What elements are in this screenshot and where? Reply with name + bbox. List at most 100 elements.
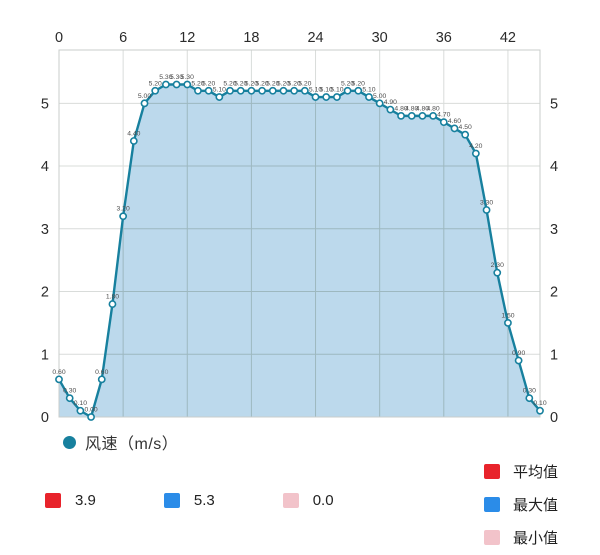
point-label: 5.30 — [181, 74, 194, 81]
point-label: 4.90 — [384, 99, 397, 106]
average-legend-item: 平均值 — [484, 461, 558, 482]
data-point-marker — [290, 86, 299, 95]
point-label: 4.80 — [405, 105, 418, 112]
point-label: 5.10 — [309, 87, 322, 94]
point-label: 5.30 — [159, 74, 172, 81]
point-label: 5.20 — [277, 80, 290, 87]
point-label: 0.90 — [512, 350, 525, 357]
y-axis-tick-label-right: 5 — [550, 96, 558, 112]
point-label: 4.20 — [469, 143, 482, 150]
data-point-marker — [226, 86, 234, 95]
series-legend: 风速（m/s） — [63, 430, 178, 454]
point-label: 4.50 — [459, 124, 472, 131]
point-label: 4.60 — [448, 118, 461, 125]
data-point-marker — [397, 111, 405, 120]
point-label: 0.00 — [84, 407, 97, 414]
point-label: 5.20 — [191, 80, 204, 87]
y-axis-tick-label-right: 1 — [550, 347, 558, 363]
max-value: 5.3 — [193, 492, 215, 509]
data-point-marker — [461, 130, 470, 139]
data-point-marker — [311, 93, 320, 101]
x-axis-tick-label: 6 — [119, 30, 127, 46]
point-label: 5.20 — [245, 80, 258, 87]
data-point-marker — [386, 105, 395, 114]
data-point-marker — [439, 118, 448, 127]
data-point-marker — [97, 375, 106, 384]
point-label: 3.20 — [117, 206, 130, 213]
data-point-marker — [129, 137, 138, 145]
point-label: 1.80 — [106, 294, 119, 301]
max-legend-label: 最大值 — [513, 497, 559, 514]
data-point-marker — [76, 406, 85, 415]
min-value-item: 0.0 — [282, 492, 334, 509]
data-point-marker — [65, 394, 74, 403]
data-point-marker — [151, 86, 160, 95]
data-point-marker — [236, 86, 245, 95]
point-label: 1.50 — [501, 312, 514, 319]
data-point-marker — [514, 356, 523, 365]
point-label: 0.30 — [523, 388, 536, 395]
x-axis-tick-label: 30 — [372, 30, 388, 46]
data-point-marker — [215, 93, 224, 101]
point-label: 0.30 — [63, 388, 76, 395]
y-axis-tick-label-right: 0 — [550, 410, 558, 426]
data-point-marker — [450, 124, 459, 133]
point-label: 5.20 — [298, 80, 311, 87]
average-value-item: 3.9 — [45, 492, 96, 509]
point-label: 5.00 — [373, 93, 386, 100]
data-point-marker — [322, 93, 331, 101]
data-point-marker — [119, 212, 128, 221]
data-point-marker — [536, 406, 544, 415]
data-point-marker — [407, 111, 416, 120]
min-legend-item: 最小值 — [484, 527, 558, 548]
y-axis-tick-label-left: 3 — [41, 222, 49, 238]
data-point-marker — [333, 93, 341, 101]
wind-speed-dot-icon — [63, 435, 76, 449]
point-label: 4.80 — [426, 105, 439, 112]
point-label: 2.30 — [491, 262, 504, 269]
min-legend-label: 最小值 — [513, 530, 559, 547]
data-point-marker — [525, 394, 534, 403]
y-axis-tick-label-left: 0 — [41, 410, 49, 426]
data-point-marker — [504, 318, 512, 327]
point-label: 5.30 — [170, 74, 183, 81]
y-axis-tick-label-right: 3 — [550, 222, 558, 238]
point-label: 4.80 — [416, 105, 429, 112]
data-point-marker — [204, 86, 213, 95]
series-legend-label: 风速（m/s） — [85, 436, 179, 453]
x-axis-tick-label: 36 — [436, 30, 452, 46]
y-axis-tick-label-left: 4 — [41, 159, 49, 175]
data-point-marker — [493, 268, 502, 277]
point-label: 0.10 — [533, 400, 546, 407]
stats-values-row: 3.9 5.3 0.0 — [45, 492, 385, 509]
point-label: 3.30 — [480, 199, 493, 206]
x-axis-tick-label: 12 — [179, 30, 195, 46]
data-point-marker — [418, 111, 427, 120]
y-axis-tick-label-left: 1 — [41, 347, 49, 363]
data-point-marker — [365, 93, 373, 101]
data-point-marker — [172, 80, 181, 89]
point-label: 5.20 — [149, 80, 162, 87]
data-point-marker — [300, 86, 309, 95]
point-label: 5.10 — [320, 87, 333, 94]
data-point-marker — [258, 86, 266, 95]
point-label: 4.80 — [394, 105, 407, 112]
x-axis-tick-label: 18 — [243, 30, 259, 46]
plot-border — [58, 49, 541, 418]
min-swatch-icon — [282, 493, 299, 508]
data-point-marker — [268, 86, 277, 95]
min-value: 0.0 — [312, 492, 334, 509]
wind-speed-area-chart[interactable]: 0.600.300.100.000.601.803.204.405.005.20… — [0, 0, 600, 460]
point-label: 4.40 — [127, 130, 140, 137]
point-label: 5.20 — [341, 80, 354, 87]
point-label: 0.60 — [52, 369, 65, 376]
data-point-marker — [375, 99, 384, 108]
y-axis-tick-label-right: 4 — [550, 159, 558, 175]
point-label: 5.20 — [288, 80, 301, 87]
point-label: 5.20 — [202, 80, 215, 87]
data-point-marker — [55, 375, 63, 384]
x-axis-tick-label: 42 — [500, 30, 516, 46]
point-label: 5.10 — [213, 87, 226, 94]
point-label: 5.20 — [352, 80, 365, 87]
